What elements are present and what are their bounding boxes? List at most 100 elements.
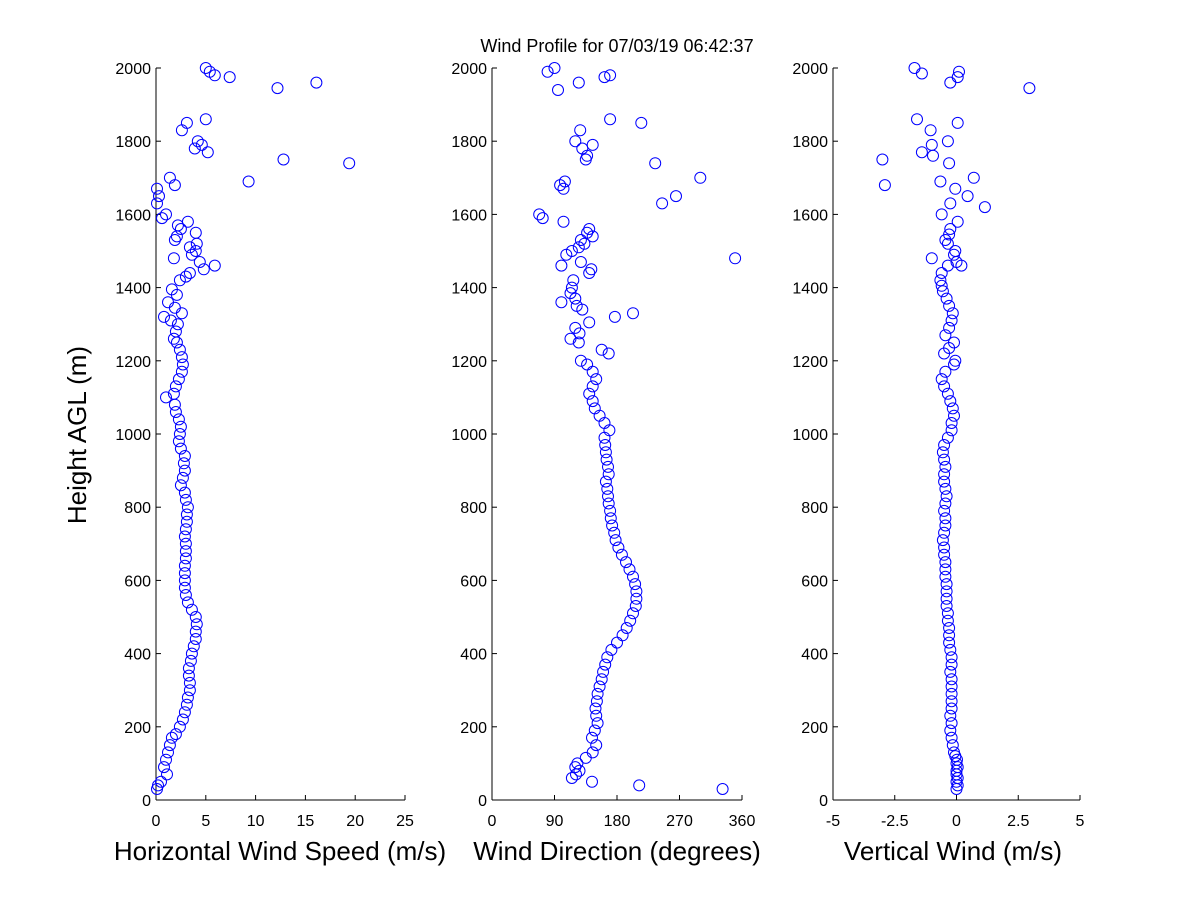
x-tick-label: 0 <box>952 813 961 830</box>
data-point <box>656 197 669 210</box>
data-point <box>946 739 959 752</box>
data-point <box>169 728 182 741</box>
data-point <box>602 497 615 510</box>
y-tick-label: 1200 <box>451 354 487 371</box>
data-point <box>938 380 951 393</box>
data-point <box>555 259 568 272</box>
data-point <box>569 321 582 334</box>
data-point <box>694 171 707 184</box>
data-point <box>173 274 186 287</box>
x-axis-label: Wind Direction (degrees) <box>473 836 761 866</box>
data-point <box>944 643 957 656</box>
data-point <box>941 135 954 148</box>
data-point <box>182 669 195 682</box>
data-point <box>578 237 591 250</box>
data-point <box>574 234 587 246</box>
data-point <box>915 67 928 80</box>
data-point <box>153 190 165 203</box>
data-point <box>175 124 188 137</box>
y-tick-label: 800 <box>460 500 487 517</box>
data-point <box>162 296 174 309</box>
y-tick-label: 1200 <box>115 354 151 371</box>
data-point <box>945 717 958 730</box>
data-point <box>183 267 196 279</box>
data-point <box>627 570 639 583</box>
data-point <box>955 259 968 272</box>
data-point <box>945 417 958 429</box>
data-point <box>601 482 614 495</box>
data-point <box>223 71 236 84</box>
data-point <box>945 651 958 664</box>
data-point <box>152 779 164 792</box>
x-tick-label: 10 <box>247 813 265 830</box>
y-tick-label: 2000 <box>115 61 151 78</box>
data-point <box>178 450 191 462</box>
data-point <box>949 245 962 257</box>
data-point <box>173 720 186 733</box>
data-point <box>602 460 614 473</box>
x-tick-label: 0 <box>152 813 161 830</box>
data-point <box>201 146 214 159</box>
y-tick-label: 1800 <box>451 134 487 151</box>
x-axis-label: Vertical Wind (m/s) <box>844 836 1062 866</box>
data-point <box>915 146 928 159</box>
data-point <box>174 223 187 235</box>
data-point <box>620 622 633 634</box>
data-point <box>941 614 954 627</box>
data-point <box>197 263 210 276</box>
y-tick-label: 600 <box>124 573 151 590</box>
data-point <box>927 149 939 162</box>
data-point <box>160 208 172 221</box>
data-point <box>945 687 958 700</box>
x-tick-label: -2.5 <box>881 813 909 830</box>
data-point <box>598 71 611 84</box>
data-point <box>564 332 577 345</box>
data-point <box>242 175 255 188</box>
data-point <box>936 534 949 547</box>
data-point <box>936 446 949 459</box>
data-point <box>935 279 948 292</box>
data-point <box>630 592 643 605</box>
data-point <box>620 556 632 569</box>
data-point <box>629 578 642 591</box>
data-point <box>940 585 953 598</box>
data-point <box>627 307 639 320</box>
data-point <box>555 296 568 309</box>
data-point <box>170 336 183 349</box>
data-point <box>938 541 951 554</box>
x-tick-label: 90 <box>546 813 564 830</box>
data-point <box>173 428 186 440</box>
data-point <box>179 552 192 565</box>
data-point <box>160 391 172 404</box>
data-point <box>943 636 956 649</box>
data-point <box>595 673 608 686</box>
data-point <box>611 636 623 649</box>
data-point <box>945 680 958 693</box>
x-tick-label: 5 <box>1076 813 1085 830</box>
y-tick-label: 200 <box>801 720 828 737</box>
data-point <box>908 62 921 74</box>
y-tick-label: 1400 <box>451 281 487 298</box>
figure-title: Wind Profile for 07/03/19 06:42:37 <box>480 36 753 56</box>
data-point <box>948 336 960 349</box>
data-point <box>951 215 964 228</box>
data-point <box>178 559 191 572</box>
data-point <box>182 662 195 675</box>
data-point <box>951 71 964 84</box>
y-tick-label: 400 <box>460 647 487 664</box>
data-point <box>924 124 937 137</box>
data-point <box>935 267 948 279</box>
data-point <box>183 241 196 254</box>
data-point <box>586 395 599 408</box>
y-tick-label: 200 <box>124 720 151 737</box>
data-point <box>608 526 621 539</box>
data-point <box>945 673 958 686</box>
data-point <box>629 600 642 612</box>
data-point <box>533 208 546 221</box>
data-point <box>168 398 181 411</box>
data-point <box>189 633 202 645</box>
data-point <box>573 764 586 777</box>
data-point <box>161 768 173 781</box>
data-point <box>163 739 176 752</box>
data-point <box>572 336 585 349</box>
